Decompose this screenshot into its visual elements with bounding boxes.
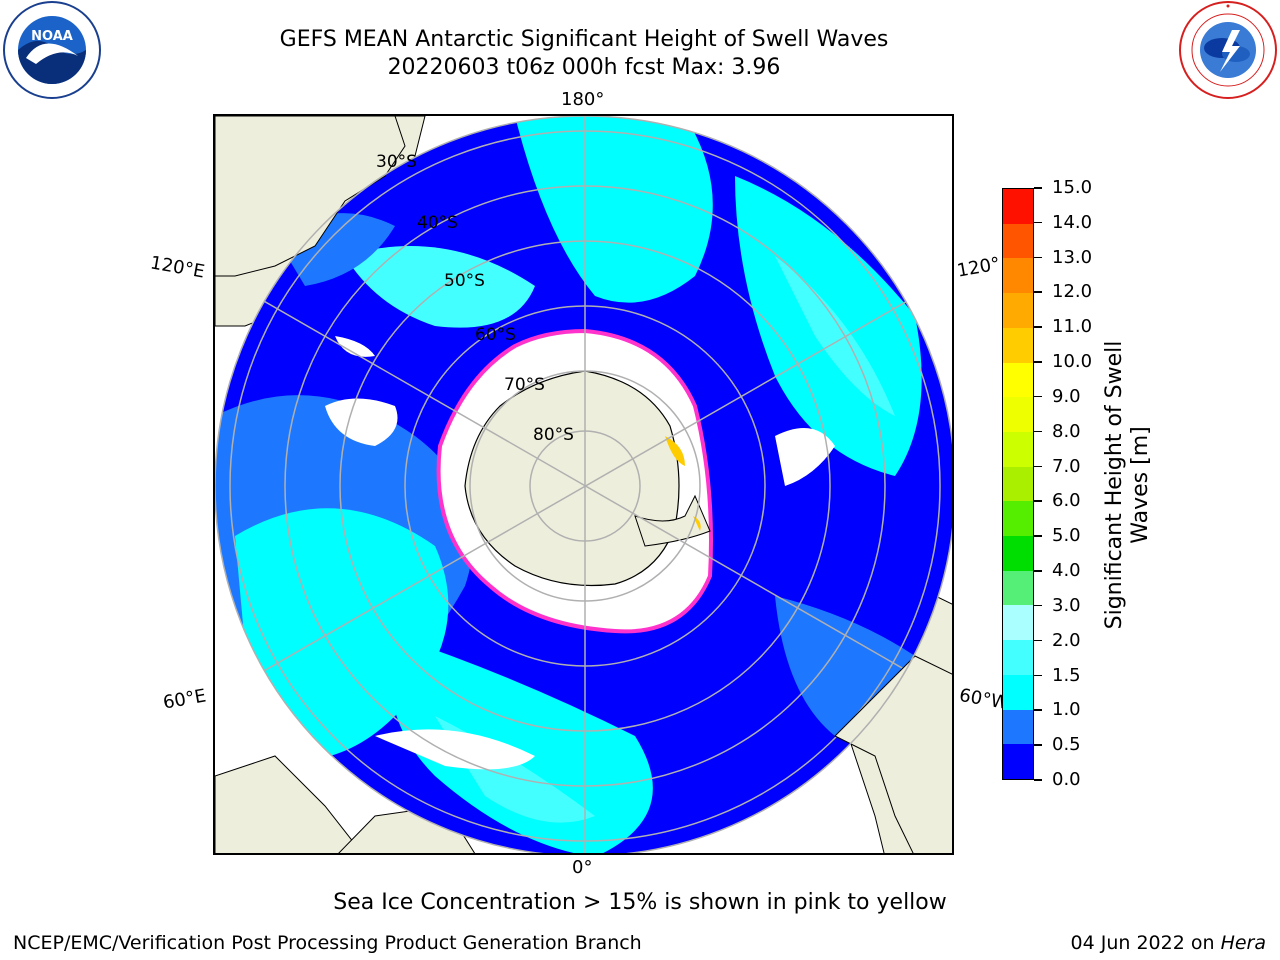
colorbar-segment xyxy=(1003,709,1033,745)
colorbar-tick-label: 11.0 xyxy=(1052,316,1093,338)
colorbar-segment xyxy=(1003,605,1033,641)
colorbar-tick xyxy=(1034,291,1042,293)
lat-label-40s: 40°S xyxy=(417,213,458,233)
colorbar-segment xyxy=(1003,189,1033,224)
lat-label-70s: 70°S xyxy=(504,375,545,395)
colorbar-segment xyxy=(1003,293,1033,328)
colorbar-tick xyxy=(1034,500,1042,502)
colorbar-segment xyxy=(1003,501,1033,537)
colorbar-segment xyxy=(1003,640,1033,675)
nws-logo-icon xyxy=(1179,1,1277,99)
colorbar-tick xyxy=(1034,744,1042,746)
colorbar-tick xyxy=(1034,535,1042,537)
lat-label-80s: 80°S xyxy=(533,425,574,445)
svg-text:NOAA: NOAA xyxy=(31,29,73,44)
colorbar-segment xyxy=(1003,466,1033,502)
footer-host: Hera xyxy=(1220,932,1266,954)
colorbar-tick-label: 9.0 xyxy=(1052,385,1081,407)
colorbar-segment xyxy=(1003,397,1033,432)
colorbar-tick xyxy=(1034,709,1042,711)
colorbar-tick xyxy=(1034,361,1042,363)
colorbar-tick xyxy=(1034,221,1042,224)
colorbar-tick xyxy=(1034,779,1042,781)
chart-subtitle: 20220603 t06z 000h fcst Max: 3.96 xyxy=(387,55,781,80)
colorbar-tick-label: 12.0 xyxy=(1052,281,1093,303)
colorbar-segment xyxy=(1003,536,1033,571)
colorbar-tick-label: 14.0 xyxy=(1052,211,1093,233)
colorbar-segment xyxy=(1003,431,1033,467)
colorbar-segment xyxy=(1003,258,1033,294)
colorbar-tick xyxy=(1034,187,1042,189)
lon-label-120w: 120° xyxy=(955,253,1002,282)
footer-branch: NCEP/EMC/Verification Post Processing Pr… xyxy=(13,932,642,954)
chart-title: GEFS MEAN Antarctic Significant Height o… xyxy=(279,27,889,52)
colorbar-tick-label: 2.0 xyxy=(1052,629,1081,651)
colorbar-segment xyxy=(1003,362,1033,398)
lon-label-120e: 120°E xyxy=(148,252,207,283)
colorbar-tick xyxy=(1034,570,1042,572)
colorbar-tick-label: 15.0 xyxy=(1052,177,1093,198)
colorbar-segment xyxy=(1003,674,1033,710)
map-canvas xyxy=(215,116,952,853)
colorbar-segment xyxy=(1003,223,1033,259)
lat-label-60s: 60°S xyxy=(475,325,516,345)
colorbar-tick xyxy=(1034,465,1042,468)
colorbar-tick xyxy=(1034,395,1042,398)
colorbar-tick-label: 5.0 xyxy=(1052,525,1081,547)
colorbar-tick-label: 13.0 xyxy=(1052,246,1093,268)
colorbar-tick xyxy=(1034,674,1042,677)
colorbar-segment xyxy=(1003,570,1033,606)
colorbar-label-line2: Waves [m] xyxy=(1128,426,1153,544)
lat-label-30s: 30°S xyxy=(376,152,417,172)
lat-label-50s: 50°S xyxy=(444,271,485,291)
footer-date-text: 04 Jun 2022 on xyxy=(1070,932,1221,954)
colorbar-tick-label: 3.0 xyxy=(1052,594,1081,616)
colorbar-tick xyxy=(1034,256,1042,259)
colorbar-tick-label: 8.0 xyxy=(1052,420,1081,442)
colorbar-tick-label: 0.0 xyxy=(1052,769,1081,790)
colorbar-tick xyxy=(1034,430,1042,433)
colorbar-tick-label: 6.0 xyxy=(1052,490,1081,512)
colorbar-tick-label: 10.0 xyxy=(1052,351,1093,373)
colorbar-segment xyxy=(1003,744,1033,779)
colorbar-tick-label: 4.0 xyxy=(1052,560,1081,582)
footer-date: 04 Jun 2022 on Hera xyxy=(1071,932,1266,954)
sea-ice-note: Sea Ice Concentration > 15% is shown in … xyxy=(333,890,947,915)
colorbar-tick xyxy=(1034,639,1042,642)
colorbar-tick-label: 7.0 xyxy=(1052,455,1081,477)
lon-label-0: 0° xyxy=(572,857,593,878)
colorbar-label-line1: Significant Height of Swell xyxy=(1102,340,1127,630)
colorbar-tick-label: 0.5 xyxy=(1052,734,1081,756)
colorbar-tick xyxy=(1034,604,1042,607)
colorbar-segment xyxy=(1003,327,1033,363)
polar-map xyxy=(213,114,954,855)
lon-label-60e: 60°E xyxy=(161,685,208,714)
colorbar-tick-label: 1.0 xyxy=(1052,699,1081,721)
colorbar xyxy=(1002,188,1034,780)
colorbar-tick-label: 1.5 xyxy=(1052,664,1081,686)
lon-label-180: 180° xyxy=(561,89,605,110)
noaa-logo-icon: NOAA xyxy=(3,1,101,99)
colorbar-tick xyxy=(1034,326,1042,328)
